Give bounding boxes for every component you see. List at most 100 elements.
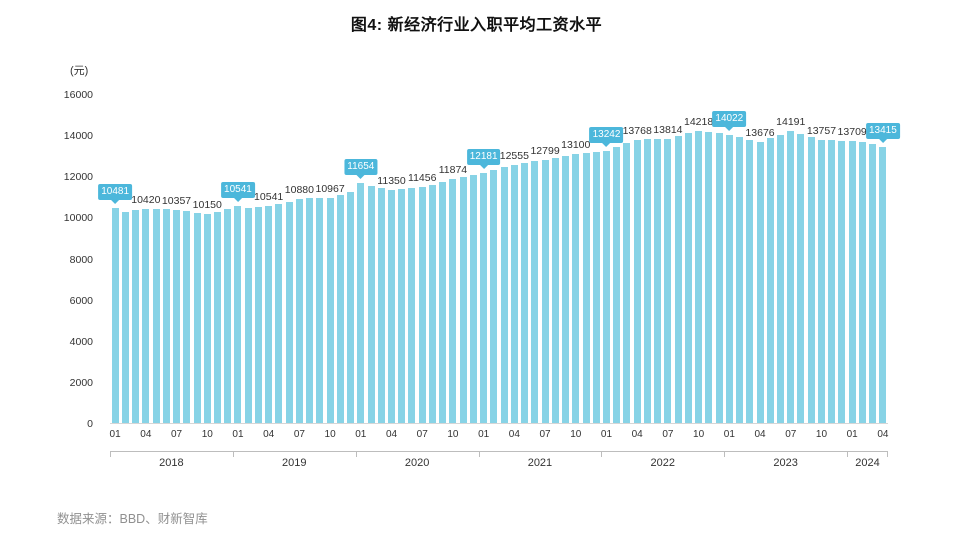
bar-2020-03	[377, 187, 385, 423]
bar-2021-01	[480, 172, 488, 423]
bar-2020-07	[418, 187, 426, 423]
x-year-label: 2021	[527, 457, 553, 469]
x-month-label: 01	[600, 429, 613, 440]
y-axis-unit-label: (元)	[70, 65, 89, 77]
bar-2022-11	[705, 132, 713, 423]
bar-2018-10	[203, 214, 211, 423]
chart-title: 图4: 新经济行业入职平均工资水平	[350, 17, 603, 34]
bar-2022-10	[695, 130, 703, 423]
y-tick-label: 4000	[69, 335, 93, 348]
bar-2024-04	[879, 147, 887, 423]
data-label-highlight: 14022	[712, 110, 747, 127]
plot-area: 10481 10420 10357 10150 10541 10541 10880 10967…	[98, 95, 900, 424]
data-label: 14191	[776, 116, 806, 129]
y-tick-label: 14000	[63, 130, 93, 143]
year-separator-tick	[887, 452, 888, 457]
bar-2022-12	[715, 133, 723, 423]
year-separator-tick	[478, 452, 480, 457]
data-label: 11350	[377, 174, 406, 187]
year-separator-tick	[601, 452, 603, 457]
data-label-highlight: 10481	[98, 183, 133, 200]
data-label-highlight: 12181	[466, 148, 501, 165]
x-month-label: 04	[263, 429, 275, 440]
bar-2022-03	[623, 143, 631, 423]
x-month-label: 04	[140, 429, 152, 440]
bar-2020-01	[357, 183, 365, 423]
year-separator-tick	[355, 452, 357, 457]
bar-2024-01	[848, 141, 856, 423]
x-month-label: 10	[693, 429, 705, 440]
bar-2023-01	[725, 134, 733, 423]
data-label: 13709	[837, 126, 867, 139]
x-month-label: 04	[754, 429, 766, 440]
bar-2023-12	[838, 140, 846, 423]
x-month-label: 07	[785, 429, 797, 440]
bar-2021-11	[582, 152, 590, 423]
x-year-label: 2019	[282, 457, 307, 469]
x-month-label: 01	[723, 429, 735, 440]
y-tick-label: 10000	[63, 212, 93, 225]
data-label: 13814	[653, 123, 683, 136]
bar-2020-08	[428, 184, 436, 423]
bar-2020-10	[449, 178, 457, 423]
bar-2023-03	[746, 139, 754, 423]
bar-2022-05	[643, 139, 651, 423]
bar-2022-01	[602, 150, 610, 423]
bar-2022-07	[664, 138, 672, 423]
bar-2022-02	[613, 146, 621, 423]
data-label: 10880	[284, 184, 314, 197]
data-label-highlight: 13242	[589, 126, 624, 143]
bar-2021-10	[572, 153, 580, 423]
data-label-highlight: 13415	[865, 123, 900, 140]
y-tick-label: 0	[87, 418, 93, 430]
bar-2018-05	[152, 209, 160, 423]
x-month-label: 01	[846, 429, 858, 440]
salary-bar-chart: (元) 0 2000 4000 6000 8000 10000 12000 14000 1600…	[64, 65, 900, 469]
year-separator-tick	[724, 452, 726, 457]
data-label: 13757	[806, 125, 837, 138]
bar-2018-09	[193, 212, 201, 423]
x-month-label: 04	[508, 429, 520, 440]
year-separator-tick	[110, 452, 111, 457]
bar-2018-04	[142, 208, 150, 423]
data-label: 10967	[315, 182, 345, 195]
bar-2023-08	[797, 134, 805, 423]
data-label: 10357	[161, 195, 192, 208]
data-label: 11456	[408, 172, 437, 185]
bar-2019-02	[244, 207, 252, 423]
data-label: 12799	[530, 144, 560, 157]
y-tick-label: 2000	[69, 376, 93, 389]
bar-2023-09	[807, 137, 815, 423]
bar-2018-12	[224, 209, 232, 423]
bar-2021-09	[562, 155, 570, 423]
bar-2021-08	[551, 157, 559, 423]
x-month-label: 07	[662, 429, 674, 440]
x-month-label: 04	[385, 429, 398, 440]
y-tick-label: 16000	[63, 89, 93, 101]
y-axis: 0 2000 4000 6000 8000 10000 12000 14000 16000	[50, 89, 102, 430]
data-label: 11874	[438, 163, 468, 176]
bar-2024-02	[858, 141, 866, 423]
y-tick-label: 8000	[69, 253, 93, 266]
data-label: 13676	[745, 126, 775, 139]
bar-2022-06	[654, 139, 662, 423]
x-month-label: 10	[324, 429, 336, 440]
data-label-highlight: 10541	[221, 182, 255, 199]
bar-2022-08	[674, 136, 682, 423]
bar-2020-12	[469, 174, 477, 423]
bar-2018-08	[183, 211, 191, 423]
bar-2018-01	[111, 207, 119, 423]
bar-2021-02	[490, 169, 498, 423]
y-tick-label: 6000	[69, 294, 93, 307]
bar-2021-04	[510, 164, 518, 423]
bar-2022-09	[684, 133, 692, 423]
bar-2023-06	[777, 134, 784, 423]
year-separator-tick	[847, 452, 849, 457]
y-tick-label: 12000	[63, 171, 93, 184]
data-label: 14218	[684, 115, 714, 128]
bar-2022-04	[633, 139, 641, 423]
bar-2018-03	[132, 210, 140, 423]
x-month-label: 01	[232, 429, 244, 440]
bar-2021-05	[521, 163, 529, 423]
